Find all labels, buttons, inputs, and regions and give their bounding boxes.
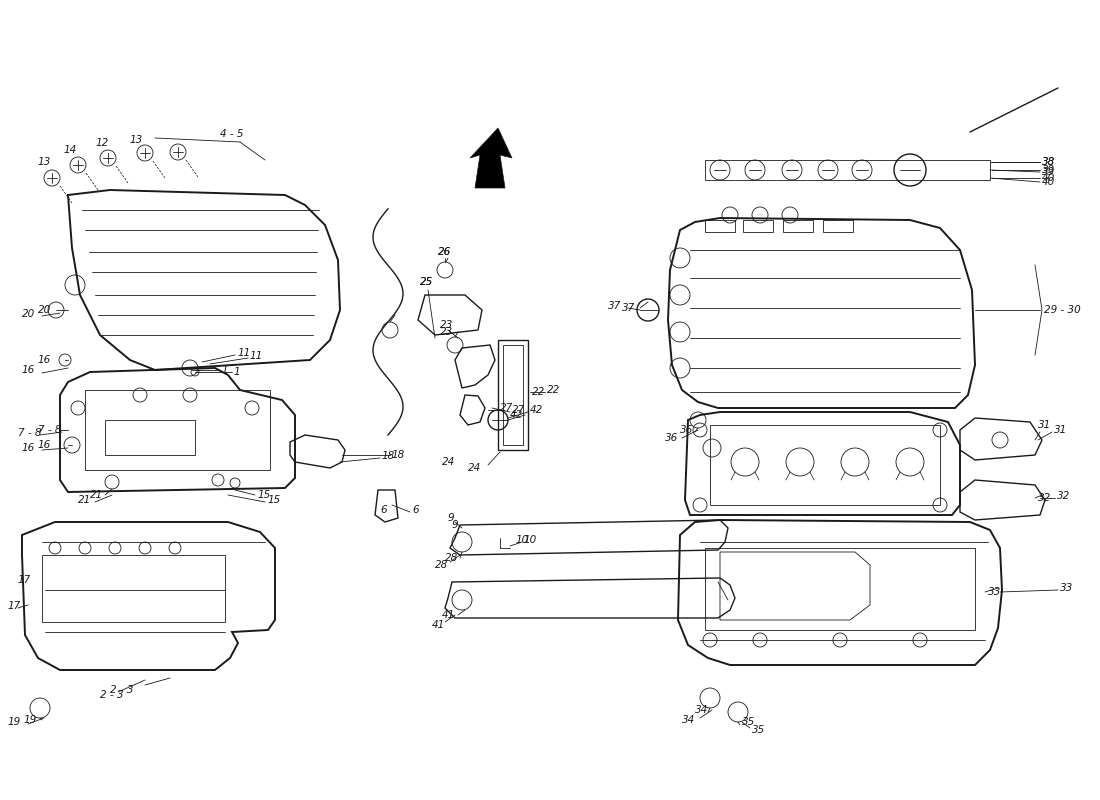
Text: 37: 37 <box>608 301 622 311</box>
Text: 21: 21 <box>90 490 103 500</box>
Text: 27: 27 <box>512 405 526 415</box>
Polygon shape <box>470 128 512 188</box>
Text: 18: 18 <box>382 451 395 461</box>
Text: 34: 34 <box>695 705 708 715</box>
Text: 32: 32 <box>1038 493 1052 503</box>
Text: 27: 27 <box>500 403 514 413</box>
Text: 25: 25 <box>420 277 433 287</box>
Text: 33: 33 <box>988 587 1001 597</box>
Text: 15: 15 <box>257 490 271 500</box>
Text: 17: 17 <box>8 601 21 611</box>
Text: 2 - 3: 2 - 3 <box>100 690 123 700</box>
Text: 38: 38 <box>1042 157 1055 167</box>
Text: 23: 23 <box>440 327 453 337</box>
Text: 24: 24 <box>442 457 455 467</box>
Text: 26: 26 <box>438 247 451 257</box>
Text: 31: 31 <box>1054 425 1067 435</box>
Text: 10: 10 <box>524 535 537 545</box>
Text: 1: 1 <box>234 367 241 377</box>
Text: 16: 16 <box>22 443 35 453</box>
Text: 9: 9 <box>452 520 459 530</box>
Text: 28: 28 <box>434 560 449 570</box>
Text: 12: 12 <box>95 138 108 148</box>
Text: 19: 19 <box>8 717 21 727</box>
Text: 16: 16 <box>39 355 52 365</box>
Text: 6: 6 <box>379 505 386 515</box>
Text: 39: 39 <box>1042 167 1055 177</box>
Text: 18: 18 <box>392 450 405 460</box>
Text: 31: 31 <box>1038 420 1052 430</box>
Text: 36: 36 <box>680 425 693 435</box>
Text: 13: 13 <box>39 157 52 167</box>
Text: 35: 35 <box>752 725 766 735</box>
Text: 4 - 5: 4 - 5 <box>220 129 243 139</box>
Text: 36: 36 <box>666 433 679 443</box>
Text: 19: 19 <box>24 715 37 725</box>
Text: 11: 11 <box>236 348 251 358</box>
Text: 38: 38 <box>1042 157 1055 167</box>
Text: 15: 15 <box>267 495 280 505</box>
Text: 28: 28 <box>446 553 459 563</box>
Text: 35: 35 <box>742 717 756 727</box>
Text: 37: 37 <box>621 303 636 313</box>
Text: 9: 9 <box>448 513 454 523</box>
Text: 10: 10 <box>515 535 528 545</box>
Text: 21: 21 <box>78 495 91 505</box>
Text: 25: 25 <box>420 277 433 287</box>
Text: 22: 22 <box>532 387 546 397</box>
Text: 33: 33 <box>1060 583 1074 593</box>
Text: 42: 42 <box>530 405 543 415</box>
Text: 17: 17 <box>18 575 31 585</box>
Text: 13: 13 <box>130 135 143 145</box>
Text: 6: 6 <box>412 505 419 515</box>
Text: 20: 20 <box>22 309 35 319</box>
Text: 26: 26 <box>438 247 451 257</box>
Text: 11: 11 <box>250 351 263 361</box>
Text: 41: 41 <box>432 620 446 630</box>
Text: 2 - 3: 2 - 3 <box>110 685 133 695</box>
Text: 7 - 8: 7 - 8 <box>18 428 42 438</box>
Text: 39: 39 <box>1042 165 1055 175</box>
Text: 40: 40 <box>1042 173 1055 183</box>
Text: 29 - 30: 29 - 30 <box>1044 305 1080 315</box>
Text: 42: 42 <box>510 410 524 420</box>
Text: 20: 20 <box>39 305 52 315</box>
Text: 32: 32 <box>1057 491 1070 501</box>
Text: 7 - 8: 7 - 8 <box>39 425 62 435</box>
Text: 41: 41 <box>442 610 455 620</box>
Text: 16: 16 <box>39 440 52 450</box>
Text: 16: 16 <box>22 365 35 375</box>
Text: 40: 40 <box>1042 177 1055 187</box>
Text: 34: 34 <box>682 715 695 725</box>
Text: 1: 1 <box>222 365 229 375</box>
Text: 24: 24 <box>468 463 482 473</box>
Text: 23: 23 <box>440 320 453 330</box>
Text: 22: 22 <box>547 385 560 395</box>
Text: 14: 14 <box>64 145 77 155</box>
